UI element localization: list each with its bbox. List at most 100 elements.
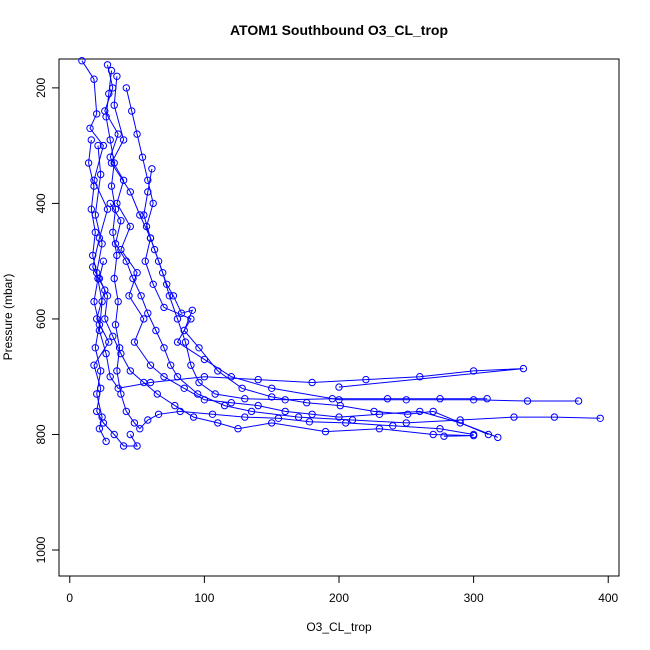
x-tick-label: 0	[66, 591, 73, 605]
data-point	[122, 84, 131, 92]
data-point	[241, 395, 249, 403]
data-point	[404, 410, 412, 418]
data-point	[103, 61, 112, 69]
data-point	[94, 274, 102, 283]
data-point	[93, 407, 101, 416]
x-axis-label: O3_CL_trop	[306, 620, 372, 634]
data-point	[90, 361, 98, 369]
data-point	[133, 442, 141, 450]
data-point	[113, 367, 121, 375]
data-point	[109, 332, 117, 340]
data-point	[144, 309, 152, 317]
data-point	[177, 309, 186, 317]
data-point	[383, 395, 392, 403]
y-tick-label: 200	[34, 78, 48, 98]
data-point	[97, 367, 105, 375]
series-line	[143, 168, 489, 435]
data-point	[247, 407, 256, 416]
data-point	[117, 217, 125, 225]
y-tick-label: 400	[34, 193, 48, 213]
data-point	[160, 344, 168, 352]
series-line	[98, 261, 474, 437]
data-point	[126, 222, 135, 231]
data-point	[89, 263, 97, 271]
data-point	[90, 297, 98, 306]
series-line	[105, 70, 474, 435]
data-point	[335, 413, 343, 421]
data-point	[152, 326, 160, 335]
data-point	[281, 407, 289, 416]
x-axis: 0 100 200 300 400	[66, 575, 619, 605]
data-point	[93, 315, 101, 323]
data-point	[102, 349, 110, 358]
data-point	[173, 315, 182, 323]
data-point	[78, 57, 86, 65]
data-point	[94, 141, 102, 150]
data-point	[106, 199, 114, 208]
data-point	[141, 257, 149, 265]
data-point	[140, 315, 148, 323]
data-point	[140, 211, 148, 219]
data-point	[429, 407, 437, 416]
data-point	[375, 425, 384, 433]
data-point	[389, 422, 397, 430]
data-point	[107, 66, 116, 75]
data-point	[99, 141, 108, 150]
series-line	[125, 87, 488, 401]
data-point	[176, 407, 184, 416]
data-point	[550, 413, 559, 421]
data-point	[103, 205, 112, 213]
data-point	[159, 269, 167, 277]
data-point	[519, 364, 528, 373]
data-point	[227, 399, 236, 407]
data-point	[95, 321, 104, 329]
data-point	[103, 292, 112, 300]
data-point	[136, 425, 144, 433]
y-tick-label: 600	[34, 309, 48, 329]
data-point	[86, 124, 94, 133]
y-axis: 200 400 600 800 1000	[34, 78, 60, 563]
data-point	[268, 384, 276, 392]
data-point	[241, 413, 249, 421]
data-point	[119, 442, 128, 450]
y-tick-label: 1000	[34, 536, 48, 563]
data-point	[90, 75, 98, 83]
data-point	[181, 338, 190, 346]
data-point	[119, 136, 128, 144]
data-point	[214, 419, 222, 427]
data-point	[110, 430, 118, 439]
data-point	[180, 326, 188, 335]
data-point	[171, 401, 179, 410]
data-point	[111, 321, 120, 329]
series-line	[94, 145, 524, 389]
data-point	[126, 367, 135, 375]
data-point	[362, 375, 370, 384]
data-point	[99, 257, 108, 265]
data-point	[144, 188, 152, 196]
data-point	[110, 274, 118, 283]
data-point	[200, 355, 209, 364]
data-point	[140, 378, 148, 387]
data-point	[180, 384, 188, 392]
data-point	[469, 430, 478, 439]
data-point	[133, 130, 141, 138]
data-point	[133, 269, 141, 277]
data-point	[146, 234, 155, 242]
data-point	[208, 410, 217, 418]
x-tick-label: 400	[598, 591, 618, 605]
data-point	[113, 251, 121, 260]
series-line	[88, 139, 107, 442]
data-point	[163, 280, 171, 288]
data-point	[150, 245, 159, 254]
y-axis-label: Pressure (mbar)	[1, 274, 15, 361]
data-point	[195, 344, 203, 352]
data-point	[111, 205, 120, 213]
data-point	[113, 72, 121, 81]
data-point	[402, 396, 410, 404]
data-point	[523, 397, 532, 405]
data-point	[138, 153, 147, 161]
data-point	[167, 361, 175, 369]
data-point	[596, 414, 604, 422]
data-point	[129, 274, 137, 283]
